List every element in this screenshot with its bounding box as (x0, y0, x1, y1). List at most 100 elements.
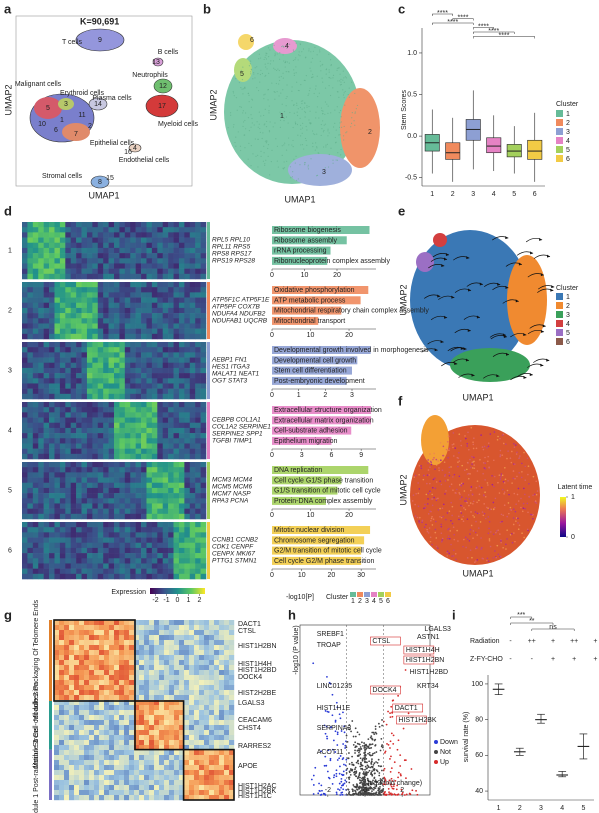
heatmap-cell (92, 342, 99, 348)
heatmap-cell (178, 268, 185, 275)
b-cell-blob (152, 57, 164, 67)
heatmap-cell (76, 493, 82, 499)
heatmap-cell (43, 563, 50, 569)
cell-dot (511, 450, 513, 453)
cell-dot (433, 456, 435, 459)
cell-dot (234, 141, 236, 144)
heatmap-cell (164, 705, 170, 711)
heatmap-cell (81, 472, 88, 478)
cell-dot (250, 71, 252, 73)
heatmap-cell (199, 720, 205, 726)
y-tick-label: 0.5 (407, 91, 417, 98)
heatmap-cell (204, 640, 210, 646)
cell-dot (267, 144, 270, 146)
heatmap-cell (151, 427, 158, 434)
heatmap-cell (157, 383, 164, 389)
heatmap-cell (157, 323, 164, 329)
cell-dot (499, 478, 502, 481)
heatmap-cell (168, 222, 174, 228)
heatmap-cell (199, 655, 205, 661)
gene-dot (328, 681, 331, 684)
heatmap-cell (173, 292, 180, 298)
heatmap-cell (76, 273, 82, 280)
heatmap-cell (32, 297, 39, 304)
heatmap-cell (64, 690, 70, 696)
heatmap-cell (149, 640, 155, 646)
legend-label: 2 (566, 303, 570, 310)
heatmap-cell (54, 568, 61, 575)
heatmap-cell (229, 670, 235, 676)
heatmap-cell (27, 373, 34, 379)
heatmap-cell (146, 393, 153, 400)
heatmap-cell (178, 247, 185, 254)
heatmap-cell (54, 710, 60, 716)
heatmap-cell (224, 670, 230, 676)
heatmap-cell (144, 705, 150, 711)
heatmap-cell (141, 503, 147, 509)
stream-arrow (434, 348, 438, 352)
heatmap-cell (92, 503, 99, 509)
cell-dot (427, 513, 430, 515)
heatmap-cell (144, 760, 150, 766)
heatmap-cell (157, 357, 164, 364)
cluster-id: 14 (94, 101, 102, 108)
heatmap-cell (43, 482, 50, 489)
heatmap-cell (124, 527, 131, 533)
cell-dot (314, 88, 317, 90)
cell-dot (262, 160, 265, 162)
heatmap-cell (114, 362, 120, 369)
heatmap-cell (184, 472, 191, 478)
heatmap-cell (43, 352, 50, 358)
heatmap-cell (124, 750, 130, 756)
heatmap-cell (65, 422, 72, 429)
heatmap-cell (65, 558, 72, 564)
heatmap-cell (164, 730, 170, 736)
heatmap-cell (64, 620, 70, 626)
heatmap-cell (114, 720, 120, 726)
stream-arrow (444, 315, 448, 319)
cell-dot (486, 557, 489, 560)
cell-type-label: B cells (158, 49, 179, 56)
heatmap-cell (168, 472, 174, 478)
cell-dot (278, 83, 280, 85)
cell-dot (460, 512, 463, 514)
heatmap-cell (99, 775, 105, 781)
heatmap-cell (151, 522, 158, 528)
bar (272, 286, 369, 294)
panel-label: a (4, 1, 12, 16)
heatmap-cell (135, 558, 142, 564)
heatmap-cell (135, 292, 142, 298)
cell-dot (290, 177, 292, 179)
heatmap-cell (135, 482, 142, 489)
heatmap-cell (139, 755, 145, 761)
heatmap-cell (64, 670, 70, 676)
heatmap-cell (32, 477, 39, 484)
heatmap-cell (64, 680, 70, 686)
heatmap-cell (86, 477, 93, 484)
heatmap-cell (97, 568, 104, 575)
heatmap-cell (92, 402, 99, 408)
heatmap-cell (151, 297, 158, 304)
heatmap-cell (162, 467, 169, 473)
legend-label: 3 (566, 312, 570, 319)
heatmap-cell (86, 402, 93, 408)
cell-dot (314, 133, 316, 136)
heatmap-cell (159, 770, 165, 776)
heatmap-cell (109, 755, 115, 761)
heatmap-cell (184, 542, 191, 549)
cell-dot (412, 494, 415, 496)
heatmap-cell (76, 522, 82, 528)
heatmap-cell (65, 493, 72, 499)
heatmap-cell (97, 487, 104, 494)
heatmap-cell (89, 730, 95, 736)
heatmap-cell (184, 527, 191, 533)
heatmap-cell (124, 725, 130, 731)
heatmap-cell (27, 282, 34, 288)
heatmap-cell (141, 427, 147, 434)
cell-dot (529, 513, 532, 516)
cell-dot (247, 117, 250, 119)
cell-dot (263, 114, 265, 117)
heatmap-cell (84, 660, 90, 666)
heatmap-cell (89, 690, 95, 696)
cell-dot (266, 120, 268, 123)
